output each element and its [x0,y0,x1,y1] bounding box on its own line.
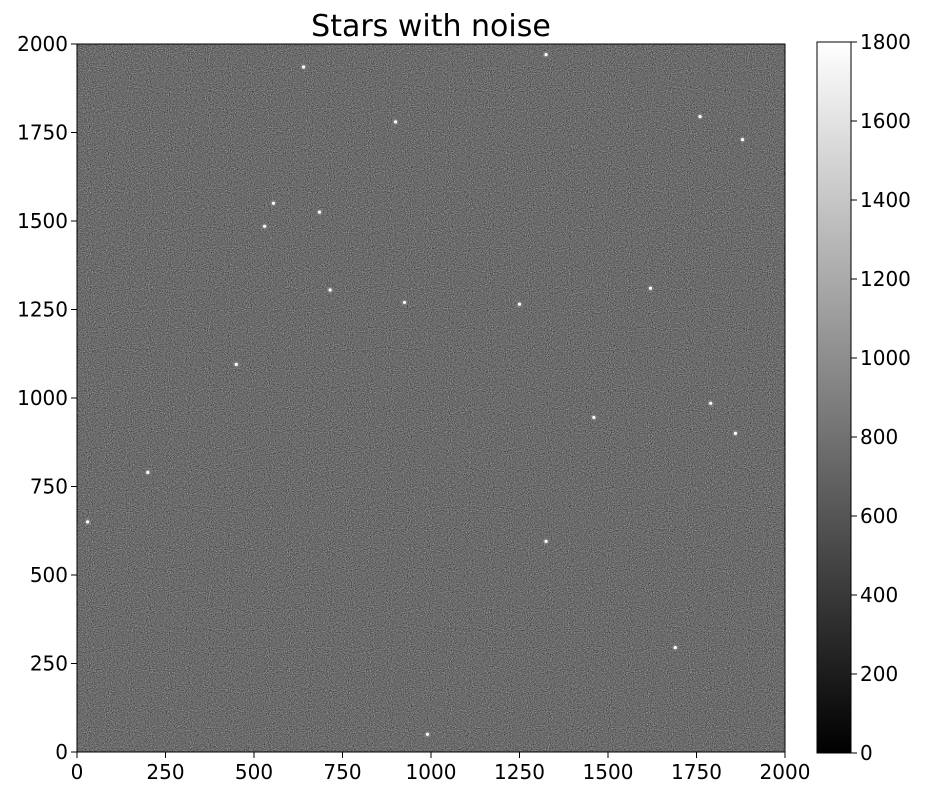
colorbar-tick-label: 600 [860,504,898,528]
colorbar-tick-label: 400 [860,583,898,607]
star-point [234,362,238,366]
star-point [698,114,702,119]
x-tick-label: 1750 [671,760,722,784]
star-point [517,302,522,306]
star-point [146,470,150,474]
y-tick-label: 0 [55,740,68,764]
star-point [328,288,332,292]
plot-area [76,43,786,753]
star-point [733,431,738,435]
colorbar-tick-label: 1600 [860,109,911,133]
star-point [544,539,548,543]
star-point [673,645,677,650]
colorbar-tick-label: 1000 [860,346,911,370]
y-axis: 0 250 500 750 1000 1250 1500 1750 2000 [17,32,77,764]
colorbar-tick-label: 0 [860,741,873,765]
colorbar: 0 200 400 600 800 1000 1200 1400 1600 1800 [816,30,911,765]
star-point [263,224,267,228]
colorbar-gradient [816,41,852,754]
colorbar-tick-label: 1200 [860,267,911,291]
y-tick-label: 1750 [17,121,68,145]
star-point [301,65,306,69]
star-point [709,401,713,405]
star-point [592,415,596,420]
stars-layer [84,51,746,738]
x-tick-label: 0 [71,760,84,784]
y-tick-label: 1500 [17,209,68,233]
star-point [740,137,745,142]
star-point [648,286,653,290]
y-tick-label: 1000 [17,386,68,410]
x-tick-label: 500 [235,760,273,784]
star-point [402,300,407,305]
y-tick-label: 500 [30,563,68,587]
chart-title: Stars with noise [311,9,551,44]
y-tick-label: 250 [30,652,68,676]
x-tick-label: 1500 [583,760,634,784]
colorbar-tick-label: 1800 [860,30,911,54]
x-tick-label: 2000 [760,760,811,784]
star-point [394,120,398,124]
colorbar-ticks: 0 200 400 600 800 1000 1200 1400 1600 1800 [851,30,911,765]
star-point [271,201,276,205]
star-point [86,520,90,524]
y-tick-label: 2000 [17,32,68,56]
colorbar-tick-label: 800 [860,425,898,449]
x-tick-label: 1000 [406,760,457,784]
x-axis: 0 250 500 750 1000 1250 1500 1750 2000 [71,752,811,784]
star-point [317,210,322,214]
colorbar-tick-label: 1400 [860,188,911,212]
y-tick-label: 750 [30,475,68,499]
x-tick-label: 1250 [494,760,545,784]
star-point [425,732,430,736]
y-tick-label: 1250 [17,298,68,322]
x-tick-label: 750 [323,760,361,784]
colorbar-tick-label: 200 [860,662,898,686]
star-point [544,53,548,57]
image-noise [77,44,785,752]
x-tick-label: 250 [146,760,184,784]
